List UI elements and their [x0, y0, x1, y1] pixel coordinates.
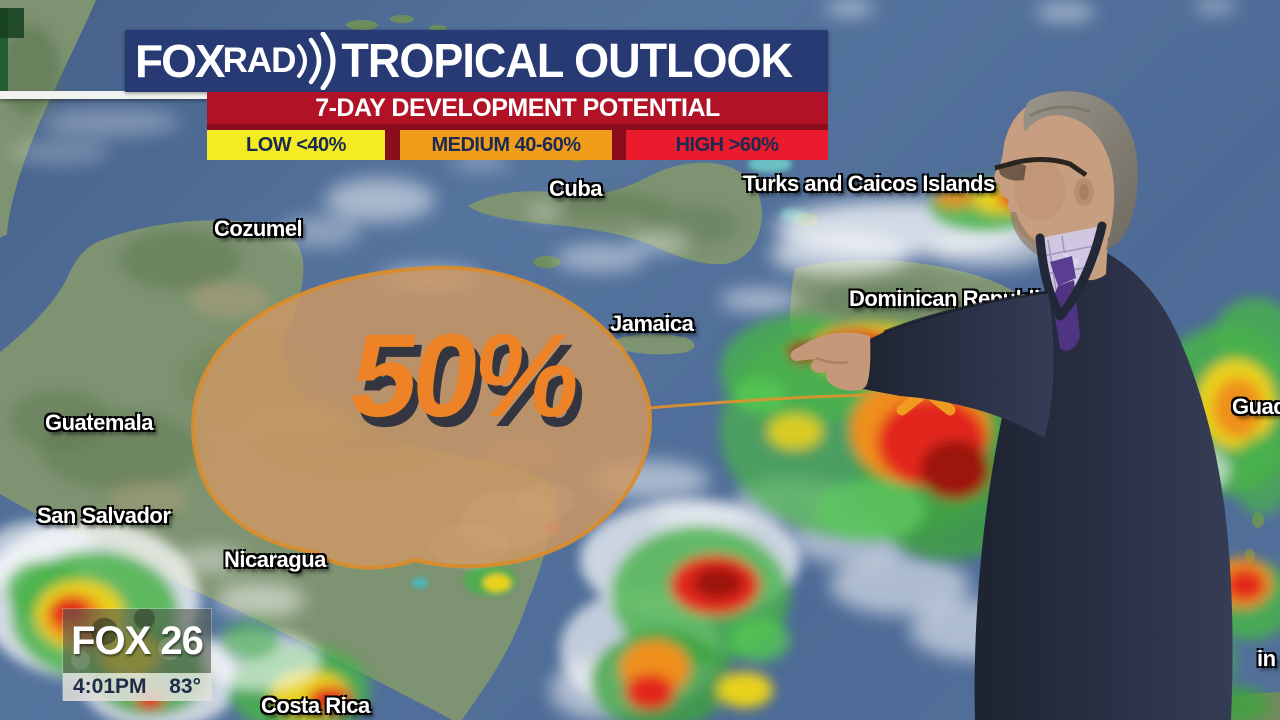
- map-label-partial-2: in: [1257, 646, 1276, 671]
- map-label-cozumel: Cozumel: [214, 216, 303, 241]
- map-label-costa-rica: Costa Rica: [261, 693, 370, 718]
- map-label-nicaragua: Nicaragua: [224, 547, 326, 572]
- presenter-hair: [1023, 91, 1138, 250]
- legend-high: HIGH >60%: [626, 130, 828, 160]
- banner-underline: [0, 91, 212, 99]
- map-label-jamaica: Jamaica: [610, 311, 694, 336]
- time-temperature-strip: 4:01PM 83°: [63, 673, 211, 701]
- radar-cells-costa-rica: [200, 620, 370, 720]
- video-edge-artifact-block: [0, 8, 24, 38]
- video-edge-artifact: [0, 8, 8, 96]
- development-track-line: [647, 392, 899, 410]
- current-temperature: 83°: [169, 675, 201, 698]
- station-badge: FOX 26 4:01PM 83°: [62, 608, 212, 701]
- presenter-arm: [860, 292, 1054, 438]
- radar-cells-bottom-center: [560, 500, 800, 720]
- foxrad-logo-fox: FOX: [135, 35, 226, 87]
- map-label-san-salvador: San Salvador: [37, 503, 171, 528]
- map-label-guatemala: Guatemala: [45, 410, 154, 435]
- banner-title: TROPICAL OUTLOOK: [341, 32, 793, 88]
- banner-subtitle: 7-DAY DEVELOPMENT POTENTIAL: [315, 93, 720, 122]
- station-name: FOX 26: [71, 618, 204, 663]
- legend-low: LOW <40%: [207, 130, 385, 160]
- development-area-outline: [191, 265, 652, 570]
- legend-medium: MEDIUM 40-60%: [400, 130, 612, 160]
- station-logo: FOX 26: [63, 609, 211, 673]
- radar-arcs-icon: [297, 32, 336, 90]
- map-label-turks-caicos: Turks and Caicos Islands: [743, 171, 995, 196]
- map-label-cuba: Cuba: [549, 176, 603, 201]
- current-time: 4:01PM: [73, 675, 147, 698]
- presenter-tie: [1050, 256, 1076, 286]
- foxrad-logo-rad: RAD: [222, 41, 297, 80]
- map-label-guadeloupe: Guadeloupe: [1232, 394, 1280, 419]
- risk-legend: LOW <40% MEDIUM 40-60% HIGH >60%: [207, 124, 828, 160]
- title-banner: FOX RAD TROPICAL OUTLOOK: [125, 30, 828, 92]
- subtitle-banner: 7-DAY DEVELOPMENT POTENTIAL: [207, 92, 828, 124]
